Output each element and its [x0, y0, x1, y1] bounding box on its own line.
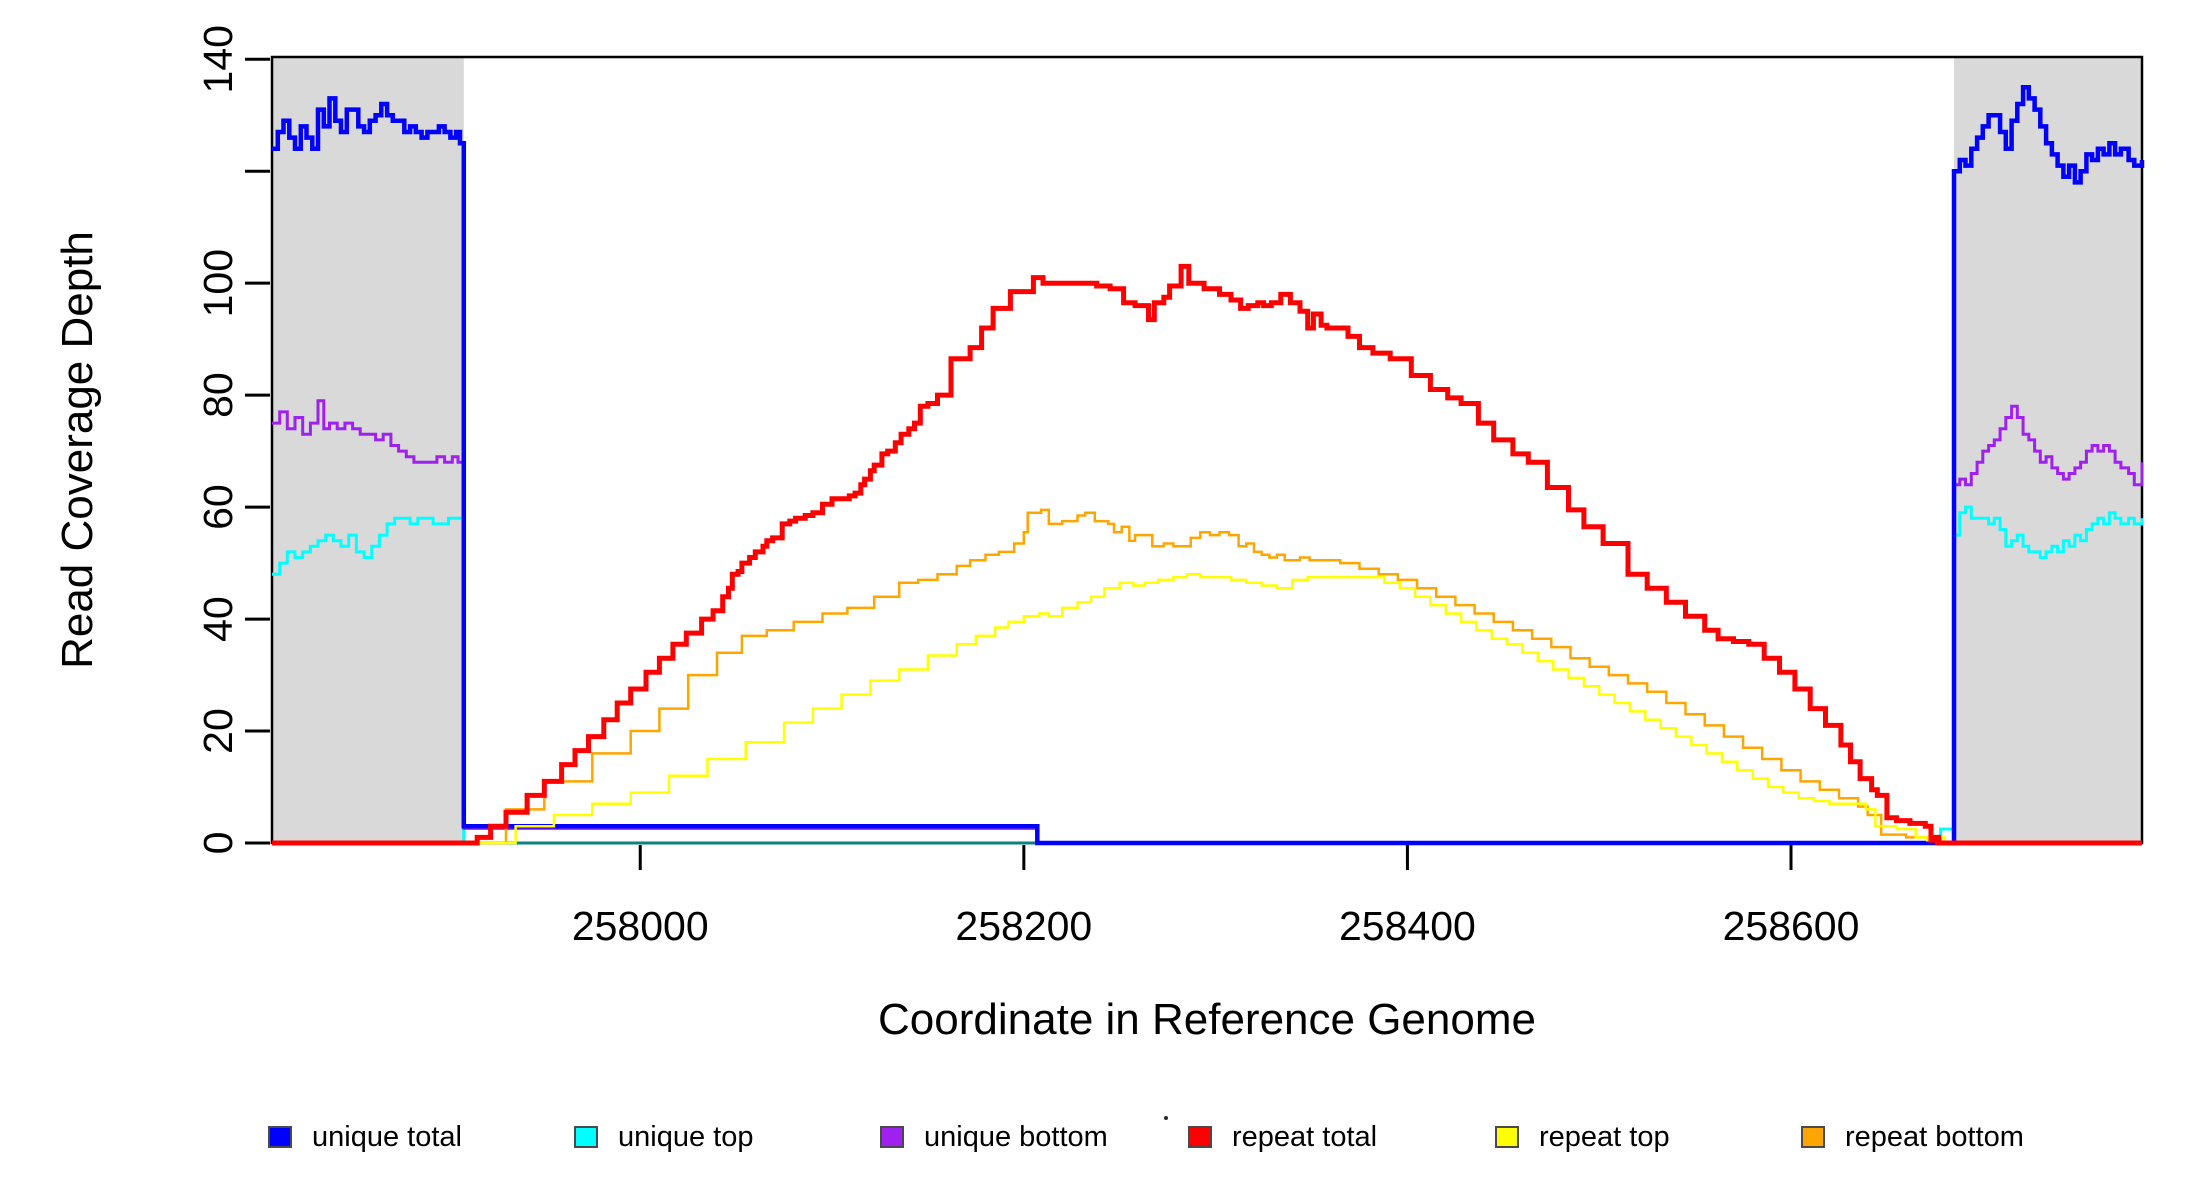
x-tick-label: 258200 — [955, 903, 1092, 949]
y-tick-label: 100 — [195, 249, 241, 317]
plot-border — [270, 55, 2144, 845]
x-axis-title: Coordinate in Reference Genome — [878, 995, 1536, 1044]
x-tick-label: 258400 — [1339, 903, 1476, 949]
y-tick-label: 80 — [195, 372, 241, 418]
y-tick-label: 140 — [195, 25, 241, 93]
y-tick-label: 40 — [195, 596, 241, 642]
series-unique-top-line — [272, 505, 2144, 845]
y-tick-label: 60 — [195, 484, 241, 530]
series-repeat-top-line — [272, 573, 2142, 845]
x-tick-label: 258000 — [572, 903, 709, 949]
y-tick-label: 0 — [195, 832, 241, 855]
series-unique-total-line — [272, 84, 2145, 846]
series-unique-bottom-line — [272, 399, 2144, 845]
left-flank-unique-region — [272, 57, 464, 843]
series-repeat-bottom-line — [272, 508, 2142, 845]
y-tick-label: 20 — [195, 708, 241, 754]
x-tick-label: 258600 — [1723, 903, 1860, 949]
y-axis-title: Read Coverage Depth — [53, 231, 102, 669]
series-repeat-total-line — [272, 263, 2142, 846]
